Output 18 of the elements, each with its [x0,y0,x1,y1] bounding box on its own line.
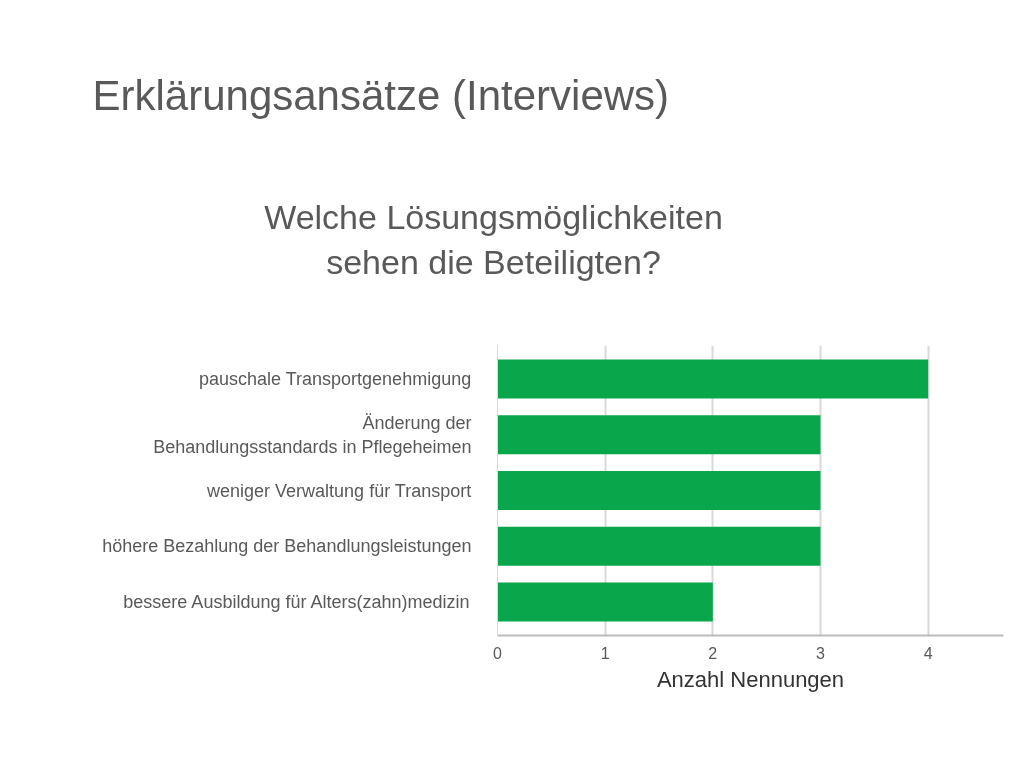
y-tick-label: weniger Verwaltung für Transport [206,480,472,501]
chart-subtitle: Welche Lösungsmöglichkeiten sehen die Beteiligten? [264,197,723,282]
y-tick-label: bessere Ausbildung für Alters(zahn)medizin [123,592,470,613]
x-tick-label: 1 [600,644,610,662]
bar [497,415,821,455]
x-tick-label: 0 [493,644,503,662]
x-axis-title: Anzahl Nennungen [656,666,845,692]
bar [497,526,821,566]
y-tick-label: höhere Bezahlung der Behandlungsleistungen [102,536,472,557]
chart-title: Erklärungsansätze (Interviews) [92,72,670,119]
bar [497,359,929,399]
x-tick-label: 4 [923,644,933,662]
y-tick-label: Änderung der Behandlungsstandards in Pflegeheimen [153,412,472,457]
x-tick-label: 3 [816,644,826,662]
bar [497,582,713,622]
y-tick-label: pauschale Transportgenehmigung [198,368,472,389]
bar [497,470,821,511]
x-tick-label: 2 [708,644,718,662]
